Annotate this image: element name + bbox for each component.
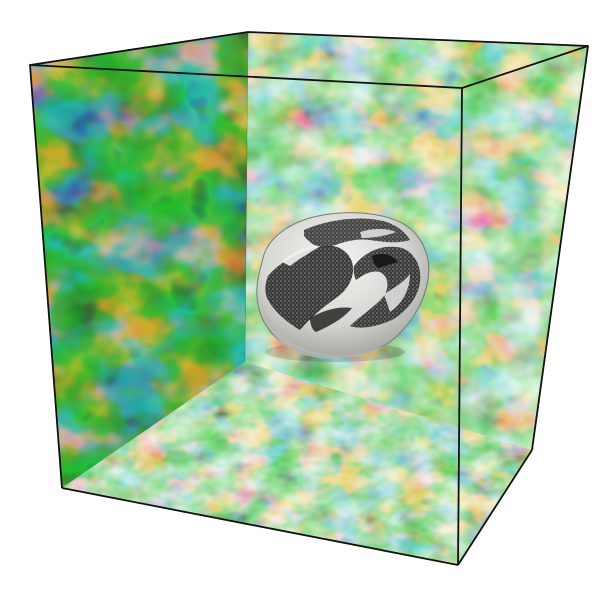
cube-front-top-edge-inner	[457, 87, 463, 566]
cube-edges	[29, 31, 589, 566]
cube-front-left-edge	[29, 64, 63, 489]
deformed-droplet	[256, 212, 430, 359]
cube-right-edge	[531, 45, 589, 451]
cube-back-vertical-edge	[244, 31, 249, 363]
cube-bottom-right-edge	[457, 449, 533, 566]
cube-bottom-front-edge	[61, 487, 459, 566]
